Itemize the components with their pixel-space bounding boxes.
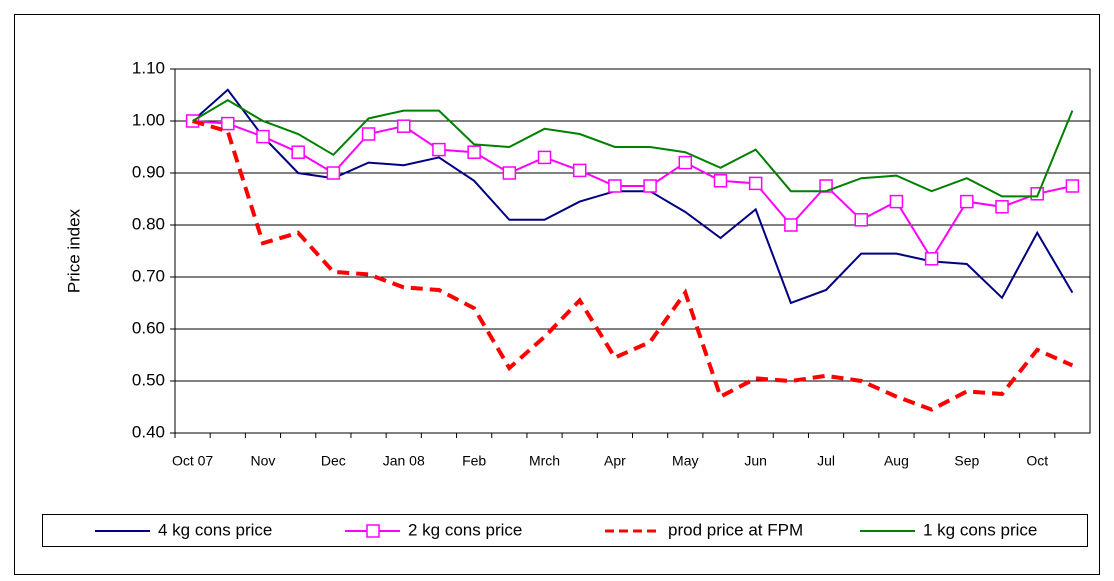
point-marker — [995, 200, 1009, 214]
x-tick-label: Jul — [817, 453, 835, 469]
point-marker — [467, 145, 481, 159]
x-tick-label: Feb — [462, 453, 486, 469]
point-marker — [361, 127, 376, 141]
legend-label: prod price at FPM — [668, 520, 803, 539]
legend-marker — [366, 524, 380, 538]
point-marker — [713, 174, 728, 188]
point-marker — [854, 213, 868, 227]
point-marker — [748, 176, 763, 191]
y-axis-label: Price index — [64, 208, 83, 293]
legend-label: 1 kg cons price — [923, 520, 1037, 539]
point-marker — [784, 218, 798, 232]
series-line — [192, 119, 1074, 412]
x-tick-label: Oct 07 — [172, 453, 213, 469]
point-marker — [537, 150, 552, 165]
x-tick-label: Jan 08 — [383, 453, 425, 469]
point-marker — [960, 194, 974, 209]
y-tick-label: 1.10 — [132, 58, 165, 77]
y-tick-label: 0.60 — [132, 318, 165, 337]
y-tick-label: 0.90 — [132, 162, 165, 181]
point-marker — [924, 252, 939, 266]
point-marker — [572, 163, 587, 178]
legend-label: 2 kg cons price — [408, 520, 522, 539]
point-marker — [678, 155, 693, 170]
x-tick-label: Sep — [954, 453, 979, 469]
legend-label: 4 kg cons price — [158, 520, 272, 539]
x-tick-label: Oct — [1026, 453, 1048, 469]
x-tick-label: Dec — [321, 453, 346, 469]
y-tick-label: 0.80 — [132, 214, 165, 233]
point-marker — [1065, 179, 1080, 193]
y-tick-label: 0.40 — [132, 422, 165, 441]
point-marker — [291, 145, 305, 159]
point-marker — [502, 166, 517, 180]
point-marker — [432, 142, 446, 157]
y-tick-label: 1.00 — [132, 110, 165, 129]
point-marker — [643, 179, 657, 193]
point-marker — [221, 116, 235, 131]
y-tick-label: 0.50 — [132, 370, 165, 389]
x-tick-label: Jun — [744, 453, 767, 469]
x-tick-label: Aug — [884, 453, 909, 469]
point-marker — [326, 166, 341, 180]
x-tick-label: Apr — [604, 453, 626, 469]
x-tick-label: Mrch — [529, 453, 560, 469]
point-marker — [256, 129, 270, 144]
series-line — [192, 99, 1074, 198]
point-marker — [889, 194, 904, 209]
point-marker — [397, 119, 411, 133]
point-marker — [608, 179, 622, 193]
x-tick-label: May — [672, 453, 698, 469]
y-tick-label: 0.70 — [132, 266, 165, 285]
x-tick-label: Nov — [251, 453, 276, 469]
